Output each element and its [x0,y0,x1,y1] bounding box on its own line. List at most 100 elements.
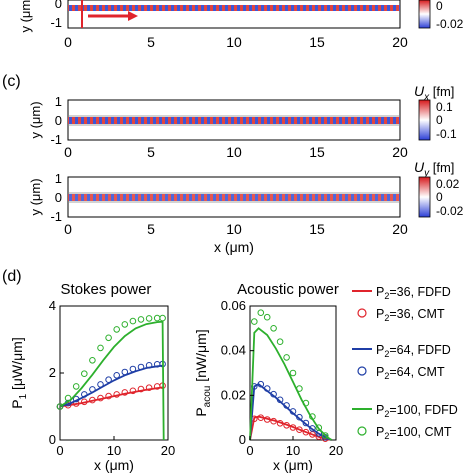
top-strip-xtick-2: 10 [226,34,242,50]
ux-cbar-tick-1: 0 [436,113,443,127]
acoustic-title: Acoustic power [237,281,339,298]
stokes-series-p2-64-cmt-point-5 [97,381,104,388]
ux-strip-xtick-2: 10 [226,144,242,160]
stokes-series-p2-100-cmt-point-2 [72,383,80,390]
legend-item-0: P2=36, FDFD [352,285,451,301]
stokes-series-p2-36-cmt-point-10 [137,385,145,393]
stokes-series-p2-64-cmt-point-11 [145,362,153,369]
stokes-xtick-1: 10 [107,443,121,458]
acoustic-series-p2-64-cmt-point-1 [257,380,265,388]
stokes-series-p2-100-cmt-point-13 [159,314,166,322]
legend-label-0: P2=36, FDFD [376,285,451,301]
acoustic-xtick-0: 0 [246,443,253,458]
stokes-series-p2-36-cmt-point-6 [105,392,112,400]
acoustic-power-plot: Acoustic power 0 10 20 0 0.02 0.04 0.06 Pacou … [193,281,343,473]
stokes-ytick-1: 2 [49,365,56,380]
stokes-series-p2-100-cmt-point-1 [64,394,72,402]
ux-cbar-title: Ux [fm] [414,83,454,103]
acoustic-series-p2-36-cmt-point-4 [276,420,284,427]
acoustic-ytick-2: 0.04 [221,343,246,358]
stokes-xtick-2: 20 [161,443,175,458]
acoustic-series-p2-100-cmt-point-8 [302,399,310,407]
acoustic-ytick-0: 0 [239,432,246,447]
stokes-series-p2-36-cmt-point-4 [89,396,96,404]
stokes-ytick-0: 0 [49,432,56,447]
stokes-series-p2-100-cmt-point-9 [129,317,137,325]
uy-strip-xtick-2: 10 [226,221,242,237]
ux-strip-ytick-0: 1 [55,94,62,109]
stokes-series-p2-64-cmt-point-9 [129,365,137,373]
top-strip-ytick-1: -1 [50,15,62,30]
stokes-ytick-2: 4 [49,298,56,313]
acoustic-series-p2-64-cmt-point-8 [302,419,310,427]
acoustic-series-p2-64-cmt-point-5 [283,402,290,409]
uy-strip-xtick-3: 15 [309,221,325,237]
stokes-series-p2-64-cmt-point-7 [113,372,120,379]
acoustic-series-p2-64-cmt-point-6 [289,408,297,415]
acoustic-series-p2-100-cmt-point-9 [309,413,316,420]
ux-cbar-tick-0: 0.1 [436,100,453,114]
stokes-series-p2-100-fdfd [59,320,165,441]
legend-label-1: P2=36, CMT [376,307,445,323]
acoustic-series-p2-100-cmt-point-10 [315,424,323,432]
top-strip-xtick-1: 5 [147,34,155,50]
stokes-series-p2-100-cmt-point-3 [81,370,88,378]
legend-label-2: P2=64, FDFD [376,343,451,359]
ux-strip-ylabel: y (μm) [28,101,43,138]
stokes-series-p2-100-cmt-point-0 [56,403,64,410]
stokes-series-p2-100-cmt-point-12 [153,314,161,322]
legend-item-4: P2=100, FDFD [352,403,458,419]
ux-strip-xtick-0: 0 [64,144,72,160]
uy-strip-field [68,194,400,201]
acoustic-series-p2-36-cmt-point-2 [263,416,271,423]
stokes-series-p2-36-cmt-point-11 [145,384,153,392]
acoustic-xtick-1: 10 [286,443,300,458]
acoustic-series-p2-100-cmt-point-1 [257,309,265,317]
uy-cbar-tick-0: 0.02 [436,177,460,191]
acoustic-series-p2-100-cmt-point-11 [322,432,329,439]
top-strip-ytick-0: 0 [55,0,62,11]
uy-cbar-tick-1: 0 [436,190,443,204]
acoustic-series-p2-64-cmt-point-4 [276,396,284,404]
acoustic-series-p2-100-cmt-point-0 [251,318,258,325]
acoustic-series-p2-64-fdfd [249,383,333,441]
acoustic-series-p2-64-cmt-point-7 [296,413,303,421]
acoustic-series-p2-36-cmt-point-5 [283,422,290,429]
legend: P2=36, FDFD P2=36, CMT P2=64, FDFD P2=64, C… [352,285,458,441]
acoustic-series-p2-100-cmt [251,309,329,439]
legend-label-5: P2=100, CMT [376,425,452,441]
uy-strip: y (μm) 1 0 -1 0 5 10 15 20 x (μm) Uy [fm… [28,159,464,255]
legend-item-2: P2=64, FDFD [352,343,451,359]
acoustic-series-p2-64-cmt [251,380,329,441]
legend-marker-swatch-3 [357,366,367,376]
acoustic-series-p2-36-cmt-point-8 [302,428,310,436]
acoustic-series-p2-100-cmt-point-6 [289,369,297,377]
acoustic-series-p2-100-cmt-point-5 [283,354,290,361]
stokes-series-p2-64-cmt-point-8 [121,368,129,376]
uy-strip-xticks: 0 5 10 15 20 [64,221,408,237]
stokes-series-p2-100-cmt-point-7 [113,326,120,333]
panel-label-d: (d) [2,268,22,285]
panel-label-c: (c) [2,73,21,90]
legend-item-5: P2=100, CMT [357,425,452,441]
acoustic-ytick-1: 0.02 [221,387,246,402]
stokes-series-p2-36-cmt-point-9 [129,387,137,395]
stokes-series-p2-36-cmt-point-8 [121,389,129,396]
top-strip-frame [67,0,401,29]
legend-marker-swatch-1 [357,308,367,318]
uy-strip-ylabel: y (μm) [28,178,43,215]
acoustic-series-p2-36-cmt-point-3 [270,417,277,425]
uy-strip-ytick-1: 0 [55,190,62,205]
acoustic-series-p2-100-cmt-point-7 [296,385,303,392]
stokes-series-p2-100-cmt-point-10 [137,316,145,323]
ux-strip-xtick-4: 20 [392,144,408,160]
top-strip-xticks: 0 5 10 15 20 [64,34,408,50]
uy-strip-xtick-0: 0 [64,221,72,237]
stokes-series-p2-100-cmt-point-4 [89,357,96,364]
stokes-series-p2-64-cmt-point-6 [105,376,112,384]
stokes-ylabel: P1 [μW/μm] [9,337,29,408]
uy-cbar-title: Uy [fm] [414,159,454,179]
acoustic-series-p2-64-cmt-point-9 [309,425,316,432]
legend-marker-swatch-5 [357,426,367,436]
